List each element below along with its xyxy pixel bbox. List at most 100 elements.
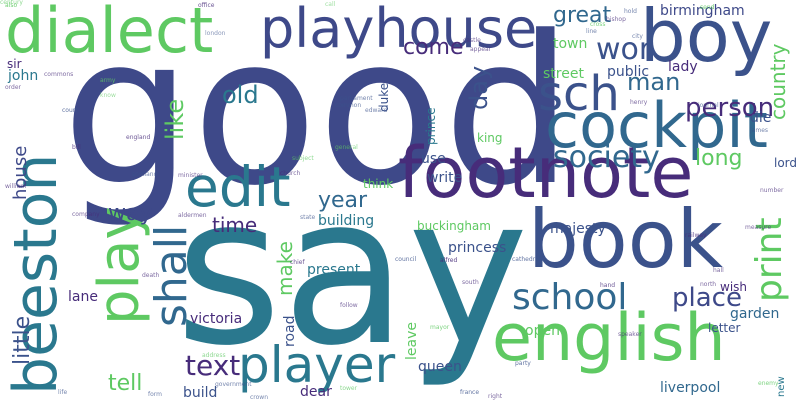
word-think: think — [363, 177, 394, 191]
minor-word-north: north — [700, 281, 717, 288]
minor-word-england: england — [126, 134, 151, 141]
minor-word-london: london — [205, 30, 226, 37]
word-long: long — [695, 146, 743, 171]
minor-word-measure: measure — [745, 224, 772, 231]
minor-word-right: right — [488, 393, 503, 400]
word-building: building — [318, 213, 375, 229]
minor-word-crown: crown — [250, 394, 269, 400]
word-garden: garden — [730, 306, 780, 322]
minor-word-council: council — [395, 256, 417, 263]
minor-word-church: church — [280, 170, 301, 177]
word-liverpool: liverpool — [660, 380, 721, 396]
minor-word-bill: bill — [72, 144, 81, 151]
word-year: year — [318, 188, 368, 213]
word-die: die — [750, 110, 772, 126]
minor-word-form: form — [148, 391, 162, 398]
minor-word-follow: follow — [340, 302, 358, 309]
minor-word-edward: edward — [365, 107, 388, 114]
word-victoria: victoria — [190, 311, 243, 327]
word-write: write — [427, 170, 463, 186]
minor-word-aldermen: aldermen — [178, 212, 207, 219]
minor-word-chief: chief — [290, 259, 305, 266]
minor-word-appear: appear — [470, 46, 492, 53]
minor-word-france: france — [460, 389, 480, 396]
minor-word-army: army — [100, 77, 116, 84]
word-sch: sch — [538, 66, 620, 122]
word-dear: dear — [300, 384, 332, 400]
word-leave: leave — [404, 322, 420, 360]
word-edit: edit — [185, 155, 291, 219]
word-society: society — [553, 140, 660, 175]
minor-word-address: address — [202, 352, 226, 359]
word-street: street — [543, 66, 584, 82]
minor-word-death: death — [142, 272, 160, 279]
word-cockpit: cockpit — [545, 89, 768, 162]
word-present: present — [307, 262, 361, 278]
word-country: country — [766, 43, 790, 120]
word-tell: tell — [108, 371, 143, 396]
word-player: player — [238, 336, 396, 394]
minor-word-mayor: mayor — [430, 324, 450, 331]
minor-word-know: know — [100, 92, 116, 99]
word-playhouse: playhouse — [260, 0, 538, 60]
word-man: man — [627, 68, 681, 96]
minor-word-railway: railway — [685, 232, 707, 239]
word-time: time — [212, 213, 258, 237]
word-princess: princess — [448, 240, 507, 256]
word-use: use — [421, 151, 446, 167]
word-birmingham: birmingham — [660, 3, 745, 19]
minor-word-line: line — [586, 28, 597, 35]
word-open: open — [525, 323, 560, 339]
minor-word-henry: henry — [630, 99, 648, 106]
minor-word-state: state — [300, 214, 316, 221]
minor-word-tower: tower — [340, 385, 358, 392]
word-lord: lord — [774, 156, 798, 170]
word-text: text — [185, 349, 241, 382]
minor-word-cathedral: cathedral — [512, 256, 541, 263]
word-place: place — [672, 283, 742, 313]
word-day: day — [465, 65, 493, 110]
minor-word-castle: castle — [463, 37, 481, 44]
word-buckingham: buckingham — [417, 219, 491, 233]
word-lane: lane — [68, 289, 98, 305]
minor-word-hall: hall — [713, 267, 724, 274]
word-public: public — [607, 64, 650, 80]
minor-word-alfred: alfred — [440, 257, 458, 264]
word-old: old — [222, 81, 259, 109]
minor-word-court: court — [62, 107, 78, 114]
minor-word-send: send — [700, 4, 715, 11]
word-come: come — [403, 35, 464, 60]
word-road: road — [282, 315, 298, 347]
minor-word-city: city — [632, 33, 643, 40]
minor-word-journal: journal — [698, 102, 719, 109]
minor-word-commons: commons — [44, 71, 74, 78]
minor-word-enemy: enemy — [758, 380, 779, 387]
minor-word-south: south — [462, 279, 479, 286]
minor-word-call: call — [325, 1, 336, 8]
word-king: king — [477, 131, 503, 145]
word-school: school — [512, 277, 628, 318]
word-dialect: dialect — [5, 0, 214, 67]
word-book: book — [528, 193, 723, 286]
minor-word-james: james — [750, 127, 769, 134]
minor-word-general: general — [335, 144, 358, 151]
word-queen: queen — [418, 359, 462, 375]
minor-word-bishop: bishop — [606, 16, 626, 23]
minor-word-parliament: parliament — [340, 95, 373, 102]
minor-word-cross: cross — [590, 21, 606, 28]
minor-word-life: life — [58, 389, 68, 396]
word-footnote: footnote — [398, 132, 694, 214]
word-majesty: majesty — [550, 221, 606, 237]
minor-word-common: common — [335, 102, 362, 109]
word-english: english — [492, 301, 726, 376]
word-like: like — [161, 98, 189, 140]
minor-word-also: also — [5, 2, 18, 9]
minor-word-hand: hand — [600, 282, 616, 289]
minor-word-subject: subject — [292, 155, 314, 162]
minor-word-hold: hold — [624, 8, 637, 15]
word-good: good — [62, 0, 574, 231]
word-great: great — [553, 3, 612, 28]
word-john: john — [8, 68, 39, 84]
minor-word-number: number — [760, 187, 784, 194]
